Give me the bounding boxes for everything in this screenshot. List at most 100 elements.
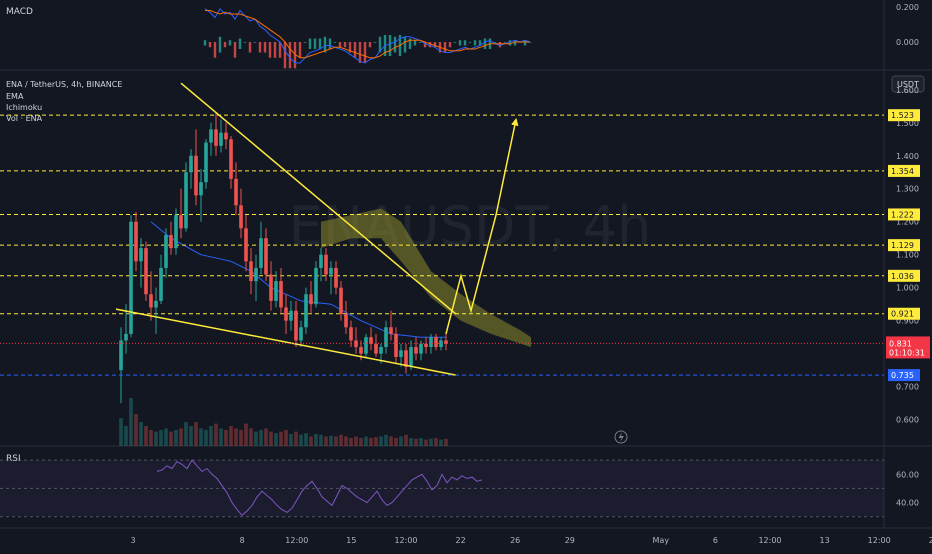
candle-body bbox=[344, 314, 348, 328]
macd-histogram-bar bbox=[238, 38, 242, 49]
macd-histogram-bar bbox=[463, 40, 467, 46]
support-tag bbox=[888, 369, 920, 382]
candle-body bbox=[234, 178, 238, 206]
candle-body bbox=[194, 155, 198, 196]
macd-histogram-bar bbox=[213, 42, 217, 58]
candle-body bbox=[119, 340, 123, 371]
macd-histogram-bar bbox=[408, 38, 412, 49]
volume-bar bbox=[324, 436, 328, 446]
volume-bar bbox=[249, 428, 253, 446]
volume-bar bbox=[209, 426, 213, 446]
macd-histogram-bar bbox=[243, 42, 247, 43]
currency-button-frame[interactable] bbox=[891, 75, 925, 93]
volume-bar bbox=[424, 439, 428, 446]
macd-histogram-bar bbox=[288, 42, 292, 69]
macd-histogram-bar bbox=[443, 42, 447, 53]
volume-bar bbox=[164, 428, 168, 446]
time-tick-label: 15 bbox=[346, 536, 356, 545]
time-tick-label: May bbox=[653, 536, 670, 545]
macd-panel[interactable]: MACD 0.200 0.000 bbox=[6, 3, 919, 69]
volume-bar bbox=[439, 439, 443, 446]
price-panel[interactable]: ENAUSDT, 4h ENA / TetherUS, 4h, BINANCE … bbox=[0, 75, 930, 446]
volume-bar bbox=[124, 426, 128, 446]
legend-volume[interactable]: Vol · ENA bbox=[6, 114, 43, 123]
level-label: 0.921 bbox=[891, 310, 914, 319]
legend-ema[interactable]: EMA bbox=[6, 92, 24, 101]
candle-body bbox=[164, 234, 168, 268]
macd-histogram-bar bbox=[313, 38, 317, 49]
time-tick-label: 22 bbox=[456, 536, 466, 545]
candle-body bbox=[279, 281, 283, 308]
macd-histogram-bar bbox=[203, 40, 207, 46]
macd-histogram-bar bbox=[403, 36, 407, 53]
triangle-lower-trendline[interactable] bbox=[115, 308, 457, 376]
candle-body bbox=[179, 215, 183, 229]
candle-body bbox=[399, 350, 403, 357]
level-label: 1.036 bbox=[891, 272, 914, 281]
volume-bar bbox=[394, 438, 398, 446]
volume-bar bbox=[224, 430, 228, 446]
candle-body bbox=[259, 238, 263, 268]
candle-body bbox=[424, 343, 428, 348]
macd-histogram-bar bbox=[223, 42, 227, 48]
candle-body bbox=[289, 310, 293, 321]
time-tick-label: 12:00 bbox=[758, 536, 781, 545]
macd-histogram-bar bbox=[328, 38, 332, 49]
candle-body bbox=[389, 327, 393, 334]
macd-histogram-bar bbox=[493, 42, 497, 43]
candle-body bbox=[319, 254, 323, 268]
lightning-icon-glyph[interactable] bbox=[618, 432, 625, 442]
lightning-icon[interactable] bbox=[614, 430, 628, 444]
volume-bar bbox=[134, 414, 138, 446]
volume-bar bbox=[214, 423, 218, 446]
candles bbox=[119, 112, 448, 404]
volume-bar bbox=[149, 430, 153, 446]
macd-histogram-bar bbox=[353, 42, 357, 58]
time-tick-label: 8 bbox=[240, 536, 245, 545]
candle-body bbox=[284, 307, 288, 321]
macd-histogram-bar bbox=[348, 42, 352, 53]
price-tick-label: 1.200 bbox=[896, 218, 919, 227]
volume-bar bbox=[289, 434, 293, 446]
rsi-panel[interactable]: RSI 60.00 40.00 bbox=[0, 454, 919, 518]
volume-bar bbox=[349, 438, 353, 446]
candle-body bbox=[214, 129, 218, 146]
volume-bar bbox=[319, 434, 323, 446]
currency-button-label[interactable]: USDT bbox=[897, 80, 919, 89]
candle-body bbox=[429, 337, 433, 348]
price-tick-label: 0.900 bbox=[896, 317, 919, 326]
volume-bar bbox=[184, 422, 188, 446]
candle-body bbox=[384, 327, 388, 348]
volume-bar bbox=[304, 433, 308, 446]
volume-bar bbox=[409, 438, 413, 446]
volume-bar bbox=[444, 438, 448, 446]
volume-bar bbox=[329, 435, 333, 446]
macd-histogram-bar bbox=[323, 36, 327, 53]
price-tick-label: 0.700 bbox=[896, 383, 919, 392]
legend-ichimoku[interactable]: Ichimoku bbox=[6, 103, 42, 112]
candle-body bbox=[124, 333, 128, 341]
volume-bar bbox=[219, 428, 223, 446]
price-tick-label: 0.600 bbox=[896, 416, 919, 425]
time-axis[interactable]: 3812:001512:00222629May612:001312:002012… bbox=[130, 536, 932, 545]
level-label: 1.523 bbox=[891, 111, 914, 120]
lightning-icon-ring[interactable] bbox=[614, 430, 628, 444]
last-price-tag bbox=[886, 336, 930, 359]
candle-body bbox=[394, 333, 398, 357]
candle-body bbox=[434, 337, 438, 348]
macd-label: MACD bbox=[6, 7, 33, 17]
symbol-title[interactable]: ENA / TetherUS, 4h, BINANCE bbox=[6, 80, 122, 89]
macd-histogram-bar bbox=[248, 42, 252, 53]
candle-body bbox=[264, 238, 268, 275]
macd-histogram-bar bbox=[423, 42, 427, 48]
volume-bar bbox=[299, 434, 303, 446]
macd-histogram-bar bbox=[263, 42, 267, 53]
candle-body bbox=[249, 261, 253, 282]
volume-bar bbox=[309, 436, 313, 446]
projection-arrow[interactable] bbox=[445, 118, 519, 335]
triangle-upper-trendline[interactable] bbox=[180, 82, 457, 315]
currency-button[interactable]: USDT bbox=[891, 75, 925, 93]
last-price-label: 0.831 bbox=[889, 339, 912, 348]
candle-body bbox=[364, 337, 368, 354]
